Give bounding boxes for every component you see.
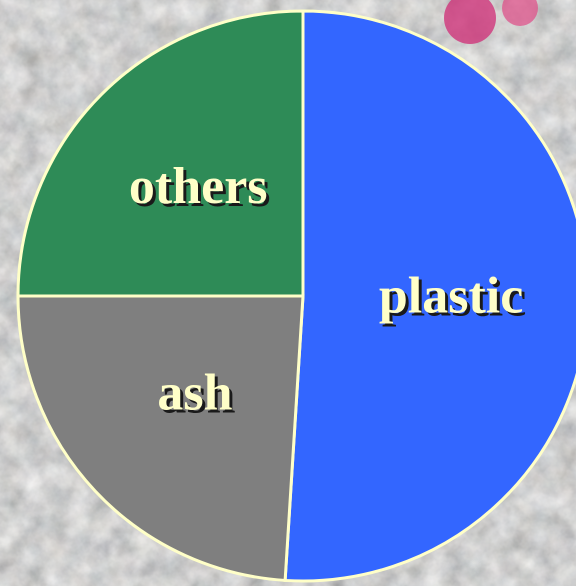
pie-slice-others (16, 9, 305, 298)
slice-label-shadow-plastic: plastic (382, 271, 526, 328)
pie-slice-ash (16, 294, 305, 583)
slice-label-plastic: plastic (379, 268, 523, 325)
pie-slices (16, 9, 576, 583)
slice-label-shadow-others: others (132, 161, 271, 218)
slice-label-ash: ash (157, 364, 232, 421)
slice-label-others: others (129, 158, 268, 215)
pie-slice-plastic (283, 9, 576, 583)
slice-label-shadow-ash: ash (160, 367, 235, 424)
